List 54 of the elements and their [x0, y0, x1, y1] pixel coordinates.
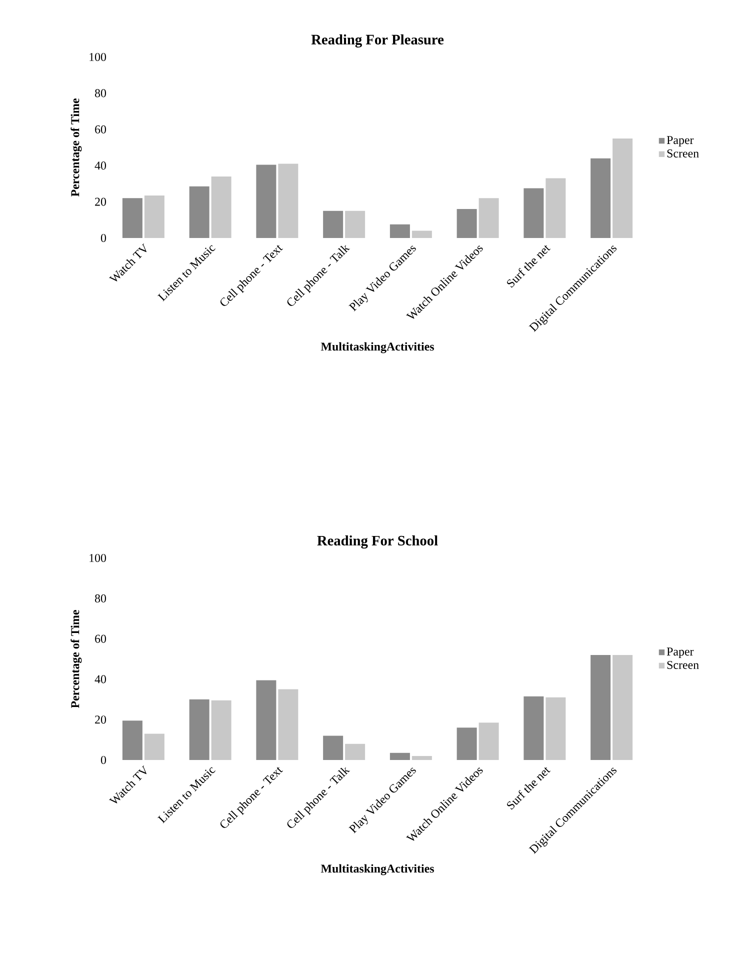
bar: [456, 209, 477, 238]
bar: [211, 176, 232, 238]
bar: [278, 689, 298, 760]
bar: [211, 700, 232, 760]
bar: [122, 720, 142, 760]
y-tick-label: 100: [90, 52, 106, 62]
bar: [478, 722, 499, 760]
y-tick-label: 80: [94, 89, 106, 98]
legend-label: Paper: [666, 136, 694, 147]
y-tick-label: 100: [90, 554, 106, 562]
bar: [390, 752, 410, 760]
y-tick-label: 60: [95, 125, 106, 134]
y-tick-label: 60: [95, 634, 106, 643]
bar: [122, 198, 142, 238]
y-tick-label: 40: [94, 675, 106, 684]
bar: [612, 138, 633, 238]
y-tick-label: 40: [94, 162, 106, 170]
bar: [144, 195, 164, 238]
bar: [189, 699, 210, 760]
bar: [590, 654, 611, 760]
bar: [478, 198, 499, 238]
y-tick-label: 0: [100, 756, 106, 764]
bar: [144, 734, 164, 760]
bar: [345, 744, 366, 760]
bar: [412, 230, 432, 238]
y-tick-label: 80: [94, 594, 106, 602]
chart-title: Reading For School: [317, 535, 438, 549]
legend-label: Screen: [667, 660, 699, 669]
bar: [278, 164, 298, 238]
bar: [390, 224, 410, 238]
y-tick-label: 20: [95, 198, 106, 206]
y-tick-label: 0: [100, 234, 106, 242]
x-axis-title: MultitaskingActivities: [320, 342, 434, 354]
y-tick-label: 20: [95, 716, 106, 724]
bar: [323, 210, 344, 238]
bar: [590, 158, 611, 238]
legend-label: Paper: [666, 648, 694, 658]
bar: [546, 178, 566, 238]
bar: [256, 164, 276, 238]
chart-title: Reading For Pleasure: [311, 34, 444, 48]
bar: [345, 210, 366, 238]
bar: [524, 188, 544, 238]
bar: [612, 654, 633, 760]
bar: [256, 680, 276, 760]
bar: [323, 736, 344, 760]
legend-label: Screen: [667, 149, 699, 158]
y-axis-title: Percentage of Time: [70, 610, 82, 708]
bar: [412, 756, 432, 760]
y-axis-title: Percentage of Time: [70, 98, 82, 197]
x-axis-title: MultitaskingActivities: [320, 864, 434, 876]
bar: [189, 186, 210, 238]
bar: [456, 728, 477, 760]
bar: [546, 697, 566, 760]
bar: [524, 696, 544, 760]
